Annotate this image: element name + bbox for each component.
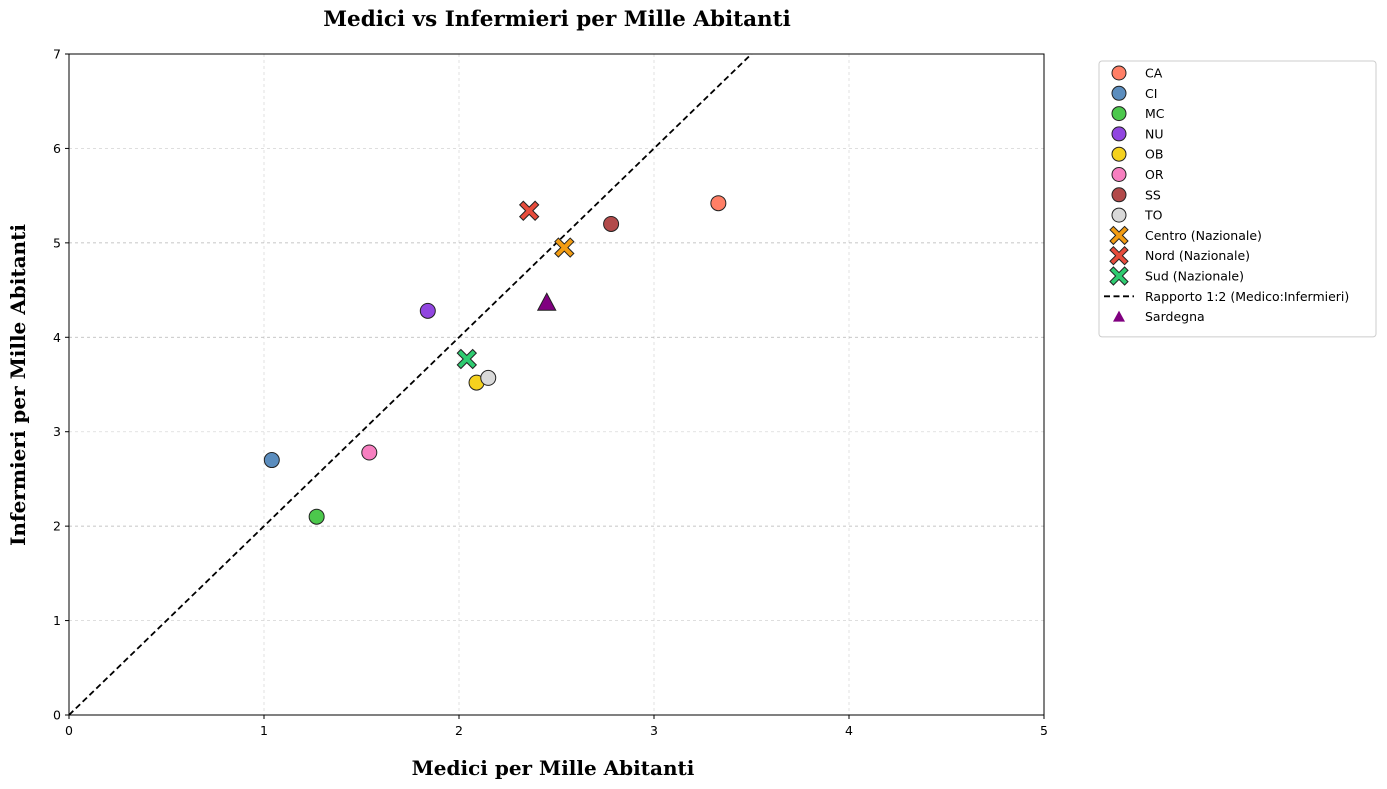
legend-label-ob: OB (1145, 147, 1163, 162)
y-tick-label: 3 (53, 424, 61, 439)
legend-label-or: OR (1145, 167, 1164, 182)
y-tick-label: 1 (53, 613, 61, 628)
legend-marker-sardegna (1113, 310, 1125, 322)
legend-label-to: TO (1144, 208, 1163, 223)
legend-label-nu: NU (1145, 126, 1164, 141)
point-sardegna (536, 292, 557, 311)
grid-layer (69, 54, 1044, 715)
legend-marker-nord-nazionale (1109, 245, 1129, 266)
y-tick-label: 4 (53, 330, 61, 345)
legend-marker-to (1111, 207, 1127, 223)
x-tick-label: 4 (845, 723, 853, 738)
legend-marker-centro-nazionale (1109, 225, 1129, 246)
y-tick-label: 6 (53, 141, 61, 156)
legend-label-centro-nazionale: Centro (Nazionale) (1145, 228, 1262, 243)
legend-label-ci: CI (1145, 86, 1157, 101)
point-nord-nazionale (518, 200, 540, 221)
point-nu (419, 302, 436, 319)
x-tick-label: 5 (1040, 723, 1048, 738)
point-ss (603, 215, 620, 232)
reference-line-layer (68, 53, 753, 716)
legend-marker-ca (1111, 65, 1127, 81)
legend-marker-ci (1111, 85, 1127, 101)
legend-marker-nu (1111, 126, 1127, 142)
legend-label-ss: SS (1145, 187, 1161, 202)
x-tick-label: 3 (650, 723, 658, 738)
point-ci (263, 452, 280, 469)
point-mc (308, 508, 325, 525)
point-ca (710, 195, 727, 212)
y-tick-label: 7 (53, 47, 61, 62)
x-axis-label: Medici per Mille Abitanti (412, 756, 695, 780)
y-tick-label: 0 (53, 708, 61, 723)
x-tick-label: 0 (65, 723, 73, 738)
legend-box (1098, 60, 1377, 338)
point-centro-nazionale (554, 237, 575, 258)
x-tick-label: 2 (455, 723, 463, 738)
data-points-layer (263, 195, 727, 525)
legend-label-ca: CA (1145, 66, 1163, 81)
legend-label-rapporto-1-2-medico-infermieri: Rapporto 1:2 (Medico:Infermieri) (1145, 289, 1349, 304)
legend-marker-or (1111, 167, 1127, 182)
y-tick-label: 5 (53, 235, 61, 250)
legend: CA CI MC NU OB OR SS TO Centro (Nazionale) Nord (… (1098, 60, 1377, 338)
legend-label-mc: MC (1145, 106, 1165, 121)
legend-marker-mc (1111, 106, 1127, 122)
y-tick-label: 2 (53, 519, 61, 534)
y-axis-label: Infermieri per Mille Abitanti (6, 224, 30, 546)
legend-marker-ss (1111, 187, 1127, 203)
point-to (480, 369, 497, 386)
legend-label-sardegna: Sardegna (1145, 309, 1205, 324)
plot-frame (68, 53, 1045, 716)
legend-label-nord-nazionale: Nord (Nazionale) (1145, 248, 1250, 263)
reference-line (68, 53, 753, 716)
x-tick-label: 1 (260, 723, 268, 738)
point-sud-nazionale (456, 348, 478, 370)
chart-title: Medici vs Infermieri per Mille Abitanti (323, 7, 791, 32)
legend-label-sud-nazionale: Sud (Nazionale) (1145, 269, 1244, 284)
point-or (361, 444, 378, 461)
axes-layer: 0 1 2 3 4 5 0 1 2 3 4 5 6 7 (53, 47, 1048, 739)
legend-marker-sud-nazionale (1109, 266, 1129, 286)
legend-marker-ob (1111, 146, 1127, 162)
